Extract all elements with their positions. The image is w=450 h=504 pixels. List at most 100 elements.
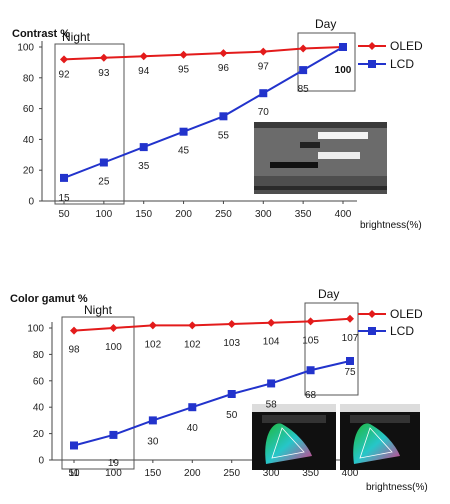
data-point-oled (139, 52, 148, 61)
data-point-lcd (188, 403, 197, 412)
x-tick-label: 350 (302, 468, 319, 479)
gamut-horseshoe (353, 423, 400, 464)
x-axis-label: brightness(%) (360, 220, 422, 231)
x-tick-label: 50 (58, 209, 70, 220)
chart-title: Contrast % (12, 28, 70, 40)
chart-2: Color gamut % 0 20 40 60 80 100 50 100 150 200 250 3… (10, 287, 428, 493)
data-label-oled: 100 (105, 342, 122, 353)
data-point-oled (99, 53, 108, 62)
data-point-lcd (109, 430, 118, 439)
annotation-label-night: Night (84, 303, 113, 317)
data-point-oled (299, 44, 308, 53)
series-lcd: 11 19 30 40 50 58 68 75 (69, 357, 356, 479)
annotation-box-day (297, 32, 356, 92)
data-point-oled (148, 321, 157, 330)
data-point-lcd (99, 158, 108, 167)
data-label-lcd: 75 (344, 367, 356, 378)
gamut-triangle (359, 427, 393, 459)
data-label-lcd: 11 (69, 468, 80, 479)
inset-bar-white (318, 152, 360, 159)
data-point-oled (60, 55, 68, 64)
y-tick-label: 100 (17, 43, 34, 54)
data-label-oled: 98 (68, 345, 80, 356)
data-point-lcd (339, 43, 347, 51)
data-point-lcd (179, 127, 188, 136)
data-point-oled (259, 47, 268, 56)
legend-entry-oled: OLED (358, 307, 423, 321)
gamut-panel-caption (350, 415, 410, 423)
data-point-lcd (346, 357, 354, 365)
x-tick-label: 50 (68, 468, 80, 479)
legend-entry-lcd: LCD (358, 324, 414, 338)
series-line-oled (73, 317, 351, 332)
y-tick-label: 20 (23, 166, 35, 177)
series-line-oled (63, 46, 344, 61)
legend-label: LCD (390, 324, 414, 338)
legend-entry-lcd: LCD (358, 57, 414, 71)
x-tick-label: 300 (263, 468, 280, 479)
legend-label: OLED (390, 39, 423, 53)
data-point-lcd (60, 173, 68, 182)
legend-entry-oled: OLED (358, 39, 423, 53)
data-point-lcd (219, 112, 228, 121)
data-label-oled: 104 (263, 337, 280, 348)
data-label-oled: 94 (138, 66, 150, 77)
data-point-lcd (148, 416, 157, 425)
y-tick-label: 60 (33, 376, 45, 387)
data-label-lcd: 70 (258, 107, 270, 118)
x-tick-label: 400 (342, 468, 359, 479)
annotation-box-night (61, 316, 135, 470)
data-label-oled: 97 (258, 62, 270, 73)
y-tick-label: 20 (33, 429, 45, 440)
data-point-oled (306, 317, 315, 326)
x-tick-label: 200 (175, 209, 192, 220)
y-tick-label: 60 (23, 104, 35, 115)
data-label-oled: 107 (342, 333, 359, 344)
annotation-label-night: Night (62, 30, 91, 44)
x-tick-label: 200 (184, 468, 201, 479)
x-tick-label: 250 (215, 209, 232, 220)
data-label-lcd: 19 (108, 458, 120, 469)
x-tick-label: 350 (295, 209, 312, 220)
data-label-oled: 93 (98, 68, 110, 79)
data-label-oled: 95 (178, 65, 190, 76)
data-point-oled (267, 318, 276, 327)
inset-color-gamut (252, 404, 420, 470)
y-tick-label: 0 (38, 456, 44, 467)
data-point-oled (109, 324, 118, 332)
y-tick-label: 80 (23, 73, 35, 84)
x-axis-label: brightness(%) (366, 482, 428, 493)
x-tick-label: 300 (255, 209, 272, 220)
data-point-oled (188, 321, 197, 330)
annotation-label-day: Day (315, 17, 336, 31)
series-line-lcd (63, 46, 344, 179)
chart-1: Contrast % 0 20 40 60 80 100 50 100 150 200 250 300 3… (12, 17, 423, 231)
data-point-lcd (227, 390, 236, 398)
data-point-oled (70, 326, 78, 335)
data-label-oled: 92 (58, 69, 70, 80)
data-label-lcd: 68 (305, 390, 317, 401)
gamut-panel-header (340, 404, 420, 412)
data-label-lcd: 100 (335, 65, 352, 76)
data-label-lcd: 25 (98, 177, 110, 188)
y-tick-label: 80 (33, 350, 45, 361)
data-point-oled (227, 320, 236, 329)
legend-label: LCD (390, 57, 414, 71)
gamut-panel-caption (262, 415, 326, 423)
data-point-oled (346, 314, 354, 323)
inset-bar-white (318, 132, 368, 139)
inset-brightness-screen (254, 122, 387, 194)
gamut-horseshoe (265, 423, 312, 464)
data-point-oled (179, 50, 188, 59)
data-label-oled: 102 (184, 339, 201, 350)
annotation-box-night (54, 43, 125, 205)
inset-bar-dark (270, 162, 318, 168)
inset-footer-strip (254, 186, 387, 190)
data-point-lcd (267, 379, 276, 388)
y-tick-label: 40 (33, 403, 45, 414)
x-tick-label: 150 (145, 468, 162, 479)
annotation-label-day: Day (318, 287, 339, 301)
data-label-lcd: 35 (138, 161, 150, 172)
data-point-lcd (299, 66, 308, 75)
